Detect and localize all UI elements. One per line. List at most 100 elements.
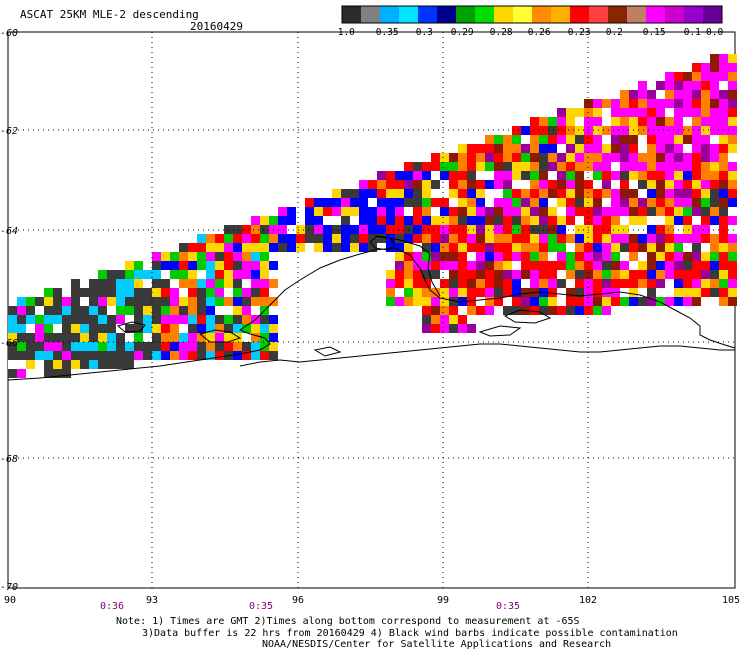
data-pixel bbox=[269, 234, 278, 243]
data-pixel bbox=[575, 306, 584, 315]
data-pixel bbox=[467, 243, 476, 252]
data-pixel bbox=[647, 279, 656, 288]
data-pixel bbox=[440, 261, 449, 270]
data-pixel bbox=[107, 270, 116, 279]
data-pixel bbox=[593, 279, 602, 288]
data-pixel bbox=[440, 270, 449, 279]
data-pixel bbox=[602, 243, 611, 252]
data-pixel bbox=[611, 189, 620, 198]
data-pixel bbox=[476, 144, 485, 153]
data-pixel bbox=[269, 306, 278, 315]
data-pixel bbox=[611, 306, 620, 315]
data-pixel bbox=[458, 171, 467, 180]
data-pixel bbox=[125, 288, 134, 297]
data-pixel bbox=[341, 207, 350, 216]
data-pixel bbox=[674, 135, 683, 144]
data-pixel bbox=[440, 180, 449, 189]
data-pixel bbox=[8, 351, 17, 360]
data-pixel bbox=[683, 135, 692, 144]
data-pixel bbox=[683, 126, 692, 135]
data-pixel bbox=[557, 153, 566, 162]
data-pixel bbox=[341, 243, 350, 252]
data-pixel bbox=[728, 108, 737, 117]
data-pixel bbox=[656, 261, 665, 270]
data-pixel bbox=[377, 216, 386, 225]
data-pixel bbox=[260, 351, 269, 360]
data-pixel bbox=[305, 243, 314, 252]
data-pixel bbox=[719, 81, 728, 90]
data-pixel bbox=[485, 207, 494, 216]
data-pixel bbox=[35, 360, 44, 369]
data-pixel bbox=[584, 279, 593, 288]
data-pixel bbox=[521, 252, 530, 261]
data-pixel bbox=[449, 216, 458, 225]
data-pixel bbox=[125, 351, 134, 360]
data-pixel bbox=[638, 189, 647, 198]
data-pixel bbox=[647, 180, 656, 189]
data-pixel bbox=[476, 288, 485, 297]
data-pixel bbox=[710, 153, 719, 162]
data-pixel bbox=[125, 324, 134, 333]
data-pixel bbox=[467, 261, 476, 270]
data-pixel bbox=[476, 216, 485, 225]
data-pixel bbox=[557, 117, 566, 126]
data-pixel bbox=[107, 306, 116, 315]
data-pixel bbox=[548, 297, 557, 306]
data-pixel bbox=[143, 288, 152, 297]
data-pixel bbox=[386, 270, 395, 279]
data-pixel bbox=[323, 216, 332, 225]
data-pixel bbox=[152, 261, 161, 270]
data-pixel bbox=[665, 288, 674, 297]
data-pixel bbox=[485, 189, 494, 198]
data-pixel bbox=[296, 216, 305, 225]
data-pixel bbox=[305, 198, 314, 207]
data-pixel bbox=[215, 252, 224, 261]
data-pixel bbox=[287, 234, 296, 243]
data-pixel bbox=[620, 126, 629, 135]
data-pixel bbox=[134, 279, 143, 288]
data-pixel bbox=[512, 270, 521, 279]
data-pixel bbox=[224, 342, 233, 351]
data-pixel bbox=[584, 99, 593, 108]
data-pixel bbox=[692, 252, 701, 261]
data-pixel bbox=[656, 189, 665, 198]
data-pixel bbox=[692, 135, 701, 144]
data-pixel bbox=[17, 306, 26, 315]
data-pixel bbox=[611, 90, 620, 99]
data-pixel bbox=[17, 360, 26, 369]
data-pixel bbox=[152, 270, 161, 279]
data-pixel bbox=[575, 234, 584, 243]
data-pixel bbox=[530, 225, 539, 234]
data-pixel bbox=[17, 351, 26, 360]
data-pixel bbox=[476, 279, 485, 288]
data-pixel bbox=[602, 135, 611, 144]
data-pixel bbox=[197, 243, 206, 252]
data-pixel bbox=[440, 324, 449, 333]
data-pixel bbox=[674, 234, 683, 243]
data-pixel bbox=[683, 279, 692, 288]
data-pixel bbox=[494, 162, 503, 171]
data-pixel bbox=[602, 153, 611, 162]
data-pixel bbox=[404, 270, 413, 279]
data-pixel bbox=[665, 243, 674, 252]
data-pixel bbox=[620, 108, 629, 117]
data-pixel bbox=[512, 297, 521, 306]
data-pixel bbox=[674, 216, 683, 225]
data-pixel bbox=[602, 189, 611, 198]
data-pixel bbox=[593, 189, 602, 198]
data-pixel bbox=[188, 342, 197, 351]
data-pixel bbox=[674, 117, 683, 126]
data-pixel bbox=[422, 162, 431, 171]
data-pixel bbox=[647, 189, 656, 198]
data-pixel bbox=[404, 171, 413, 180]
data-pixel bbox=[503, 135, 512, 144]
data-pixel bbox=[269, 315, 278, 324]
data-pixel bbox=[539, 297, 548, 306]
data-pixel bbox=[206, 234, 215, 243]
data-pixel bbox=[593, 99, 602, 108]
data-pixel bbox=[476, 306, 485, 315]
data-pixel bbox=[467, 189, 476, 198]
data-pixel bbox=[584, 252, 593, 261]
data-pixel bbox=[530, 135, 539, 144]
data-pixel bbox=[566, 288, 575, 297]
